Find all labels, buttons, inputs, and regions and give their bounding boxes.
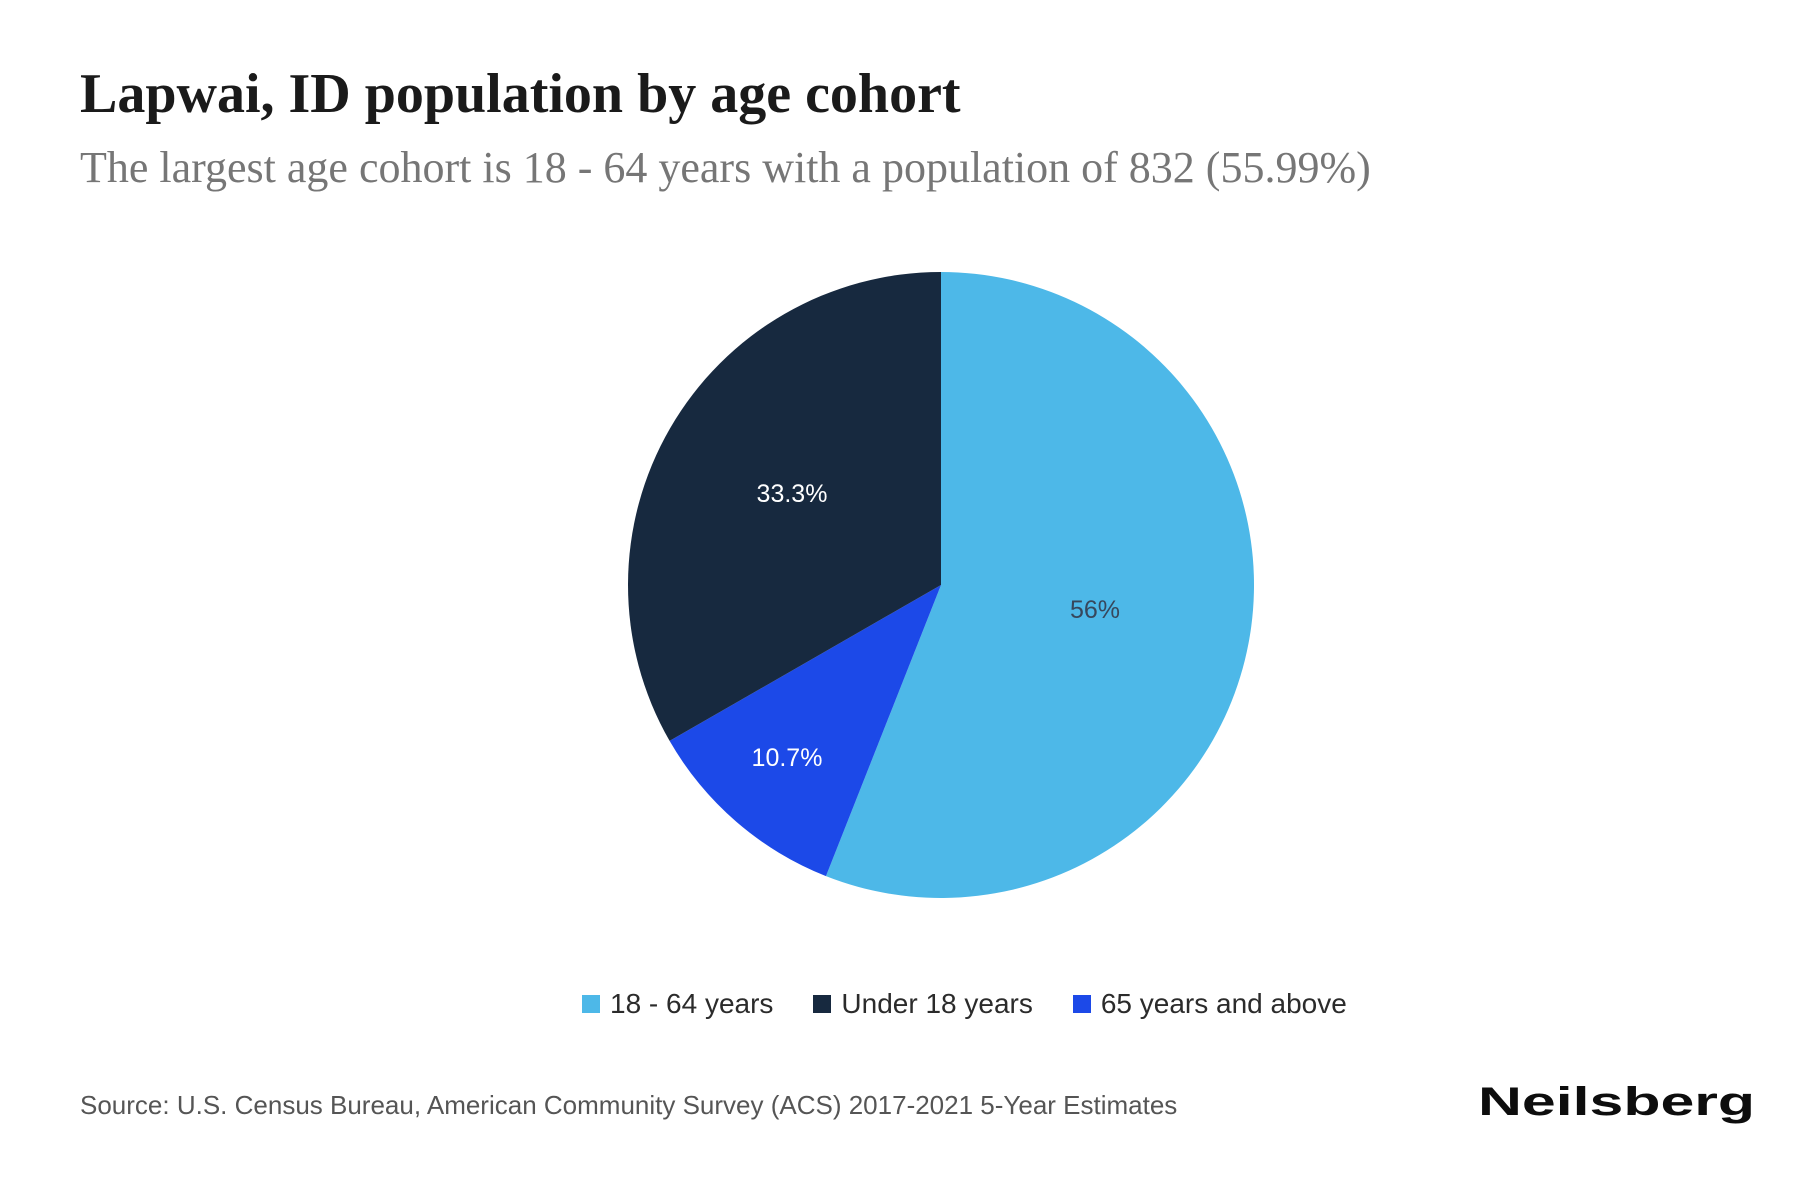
svg-text:33.3%: 33.3% [757,480,828,508]
svg-text:56%: 56% [1070,596,1120,624]
svg-text:10.7%: 10.7% [752,744,823,772]
